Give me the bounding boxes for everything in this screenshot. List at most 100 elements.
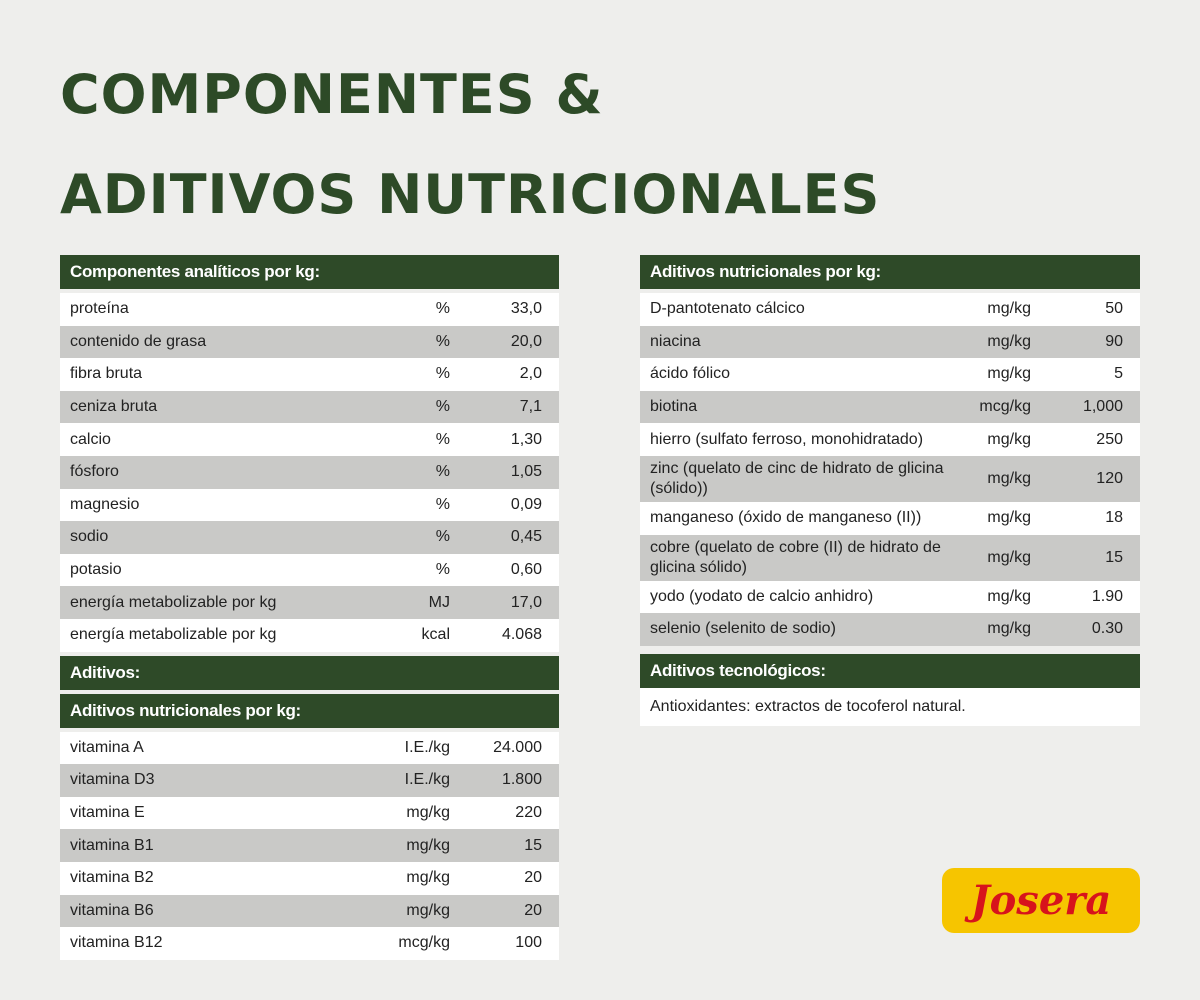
right-column: Aditivos nutricionales por kg: D-pantoten… [640,255,1140,726]
unit: mg/kg [987,509,1031,527]
name: energía metabolizable por kg [70,593,277,611]
value: 1.90 [1091,587,1123,605]
value: 24.000 [493,738,542,756]
unit: mg/kg [987,620,1031,638]
value: 5 [1114,365,1123,383]
unit: MJ [428,593,450,611]
unit: mcg/kg [979,398,1031,416]
table-row: vitamina B1 mg/kg 15 [60,829,559,862]
table-row: cobre (quelato de cobre (II) de hidrato … [640,534,1140,581]
unit: % [435,430,450,448]
table-row: fósforo% 1,05 [60,455,559,489]
logo: Josera [942,868,1140,933]
name: fósforo [70,463,119,481]
name: zinc (quelato de cinc de hidrato de glic… [650,459,944,497]
unit: mg/kg [987,469,1031,487]
unit: I.E./kg [404,771,450,789]
title-line: COMPONENTES & [60,63,604,126]
left-column: Componentes analíticos por kg: proteína% 3… [60,255,559,960]
unit: % [435,300,450,318]
value: 20,0 [510,332,542,350]
table-row: vitamina B2 mg/kg 20 [60,861,559,895]
unit: % [435,332,450,350]
name: biotina [650,398,698,416]
name: D-pantotenato cálcico [650,300,805,318]
value: 1.800 [501,771,542,789]
value: 4.068 [501,626,542,644]
unit: % [435,365,450,383]
value: 2,0 [519,365,542,383]
value: 17,0 [510,593,542,611]
name: cobre (quelato de cobre (II) de hidrato … [650,538,941,576]
unit: mg/kg [406,901,450,919]
value: 100 [515,934,542,952]
unit: % [435,495,450,513]
name: calcio [70,430,111,448]
value: 1,30 [510,430,542,448]
table-row: ceniza bruta% 7,1 [60,390,559,424]
table-row: selenio (selenito de sodio) mg/kg 0.30 [640,613,1140,646]
name: vitamina A [70,738,144,756]
value: 15 [524,836,542,854]
unit: % [435,398,450,416]
title-line: ADITIVOS NUTRICIONALES [60,163,881,226]
value: 0,09 [510,495,542,513]
table-row: D-pantotenato cálcico mg/kg 50 [640,293,1140,326]
table-row: vitamina A I.E./kg 24.000 [60,731,559,765]
name: fibra bruta [70,365,143,383]
unit: mg/kg [406,869,450,887]
value: 7,1 [519,398,542,416]
name: sodio [70,528,109,546]
table-row: zinc (quelato de cinc de hidrato de glic… [640,455,1140,502]
value: 20 [524,901,542,919]
unit: mg/kg [987,365,1031,383]
section-header: Componentes analíticos por kg: [60,255,559,289]
value: 0.30 [1091,620,1123,638]
value: 1,05 [510,463,542,481]
section-header: Aditivos: [60,655,559,690]
name: vitamina B12 [70,934,163,952]
section-header: Aditivos tecnológicos: [640,653,1140,688]
unit: mg/kg [987,587,1031,605]
table-row: vitamina B6 mg/kg 20 [60,894,559,928]
unit: mg/kg [406,836,450,854]
section-header: Aditivos nutricionales por kg: [640,255,1140,289]
table-row: fibra bruta% 2,0 [60,358,559,391]
name: manganeso (óxido de manganeso (II)) [650,509,922,527]
name: yodo (yodato de calcio anhidro) [650,587,874,605]
unit: mg/kg [987,430,1031,448]
name: proteína [70,300,129,318]
name: niacina [650,332,701,350]
unit: mg/kg [987,332,1031,350]
value: 15 [1105,548,1123,566]
value: 1,000 [1082,398,1123,416]
table-row: niacina mg/kg 90 [640,325,1140,359]
unit: mg/kg [987,548,1031,566]
table-row: potasio% 0,60 [60,553,559,587]
name: selenio (selenito de sodio) [650,620,836,638]
value: 33,0 [510,300,542,318]
unit: mcg/kg [398,934,450,952]
name: vitamina B6 [70,901,154,919]
table-row: sodio% 0,45 [60,521,559,554]
table-row: vitamina D3 I.E./kg 1.800 [60,764,559,797]
unit: kcal [421,626,450,644]
value: 0,45 [510,528,542,546]
table-row: magnesio% 0,09 [60,488,559,522]
section-text: Antioxidantes: extractos de tocoferol na… [640,687,1140,726]
table-row: contenido de grasa% 20,0 [60,325,559,359]
table-row: yodo (yodato de calcio anhidro) mg/kg 1.90 [640,580,1140,614]
name: potasio [70,561,122,579]
name: energía metabolizable por kg [70,626,277,644]
name: hierro (sulfato ferroso, monohidratado) [650,430,924,448]
value: 220 [515,804,542,822]
table-row: manganeso (óxido de manganeso (II)) mg/kg… [640,501,1140,535]
value: 250 [1096,430,1123,448]
value: 0,60 [510,561,542,579]
name: ácido fólico [650,365,731,383]
value: 18 [1105,509,1123,527]
name: vitamina D3 [70,771,155,789]
value: 90 [1105,332,1123,350]
table-row: proteína% 33,0 [60,293,559,326]
